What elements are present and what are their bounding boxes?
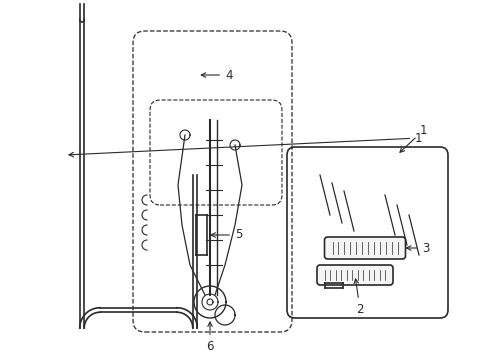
Text: 1: 1: [399, 123, 427, 152]
Text: 1: 1: [69, 131, 422, 157]
FancyBboxPatch shape: [316, 265, 392, 285]
Text: 5: 5: [211, 229, 242, 242]
Text: 3: 3: [406, 242, 429, 255]
Text: 4: 4: [201, 68, 232, 81]
FancyBboxPatch shape: [324, 237, 405, 259]
Text: 2: 2: [353, 279, 363, 316]
Text: 6: 6: [206, 322, 213, 353]
